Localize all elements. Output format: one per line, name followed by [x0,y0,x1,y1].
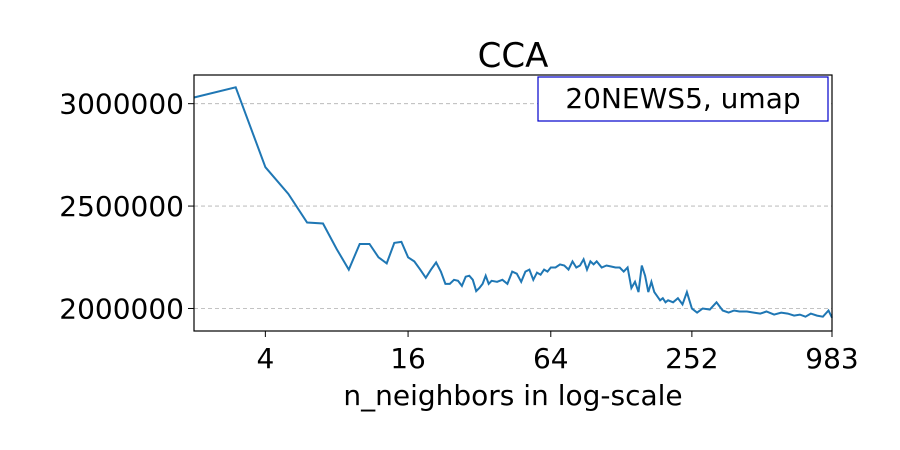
annotation-text: 20NEWS5, umap [565,82,800,115]
x-tick-labels: 4 16 64 252 983 [256,342,858,375]
series-line [193,86,833,319]
annotation-box [537,76,829,122]
y-tick-label: 2000000 [59,292,184,325]
x-tick-label: 16 [390,342,426,375]
y-tick-label: 2500000 [59,190,184,223]
x-tick-label: 64 [533,342,569,375]
plot-frame [193,74,833,332]
x-tick-label: 983 [805,342,858,375]
grid-lines [194,103,832,309]
axis-ticks [188,103,833,337]
x-tick-label: 252 [665,342,718,375]
chart-title: CCA [478,36,549,76]
x-axis-label: n_neighbors in log-scale [343,379,682,412]
y-tick-label: 3000000 [59,88,184,121]
x-tick-label: 4 [256,342,274,375]
y-tick-labels: 2000000 2500000 3000000 [59,88,184,326]
